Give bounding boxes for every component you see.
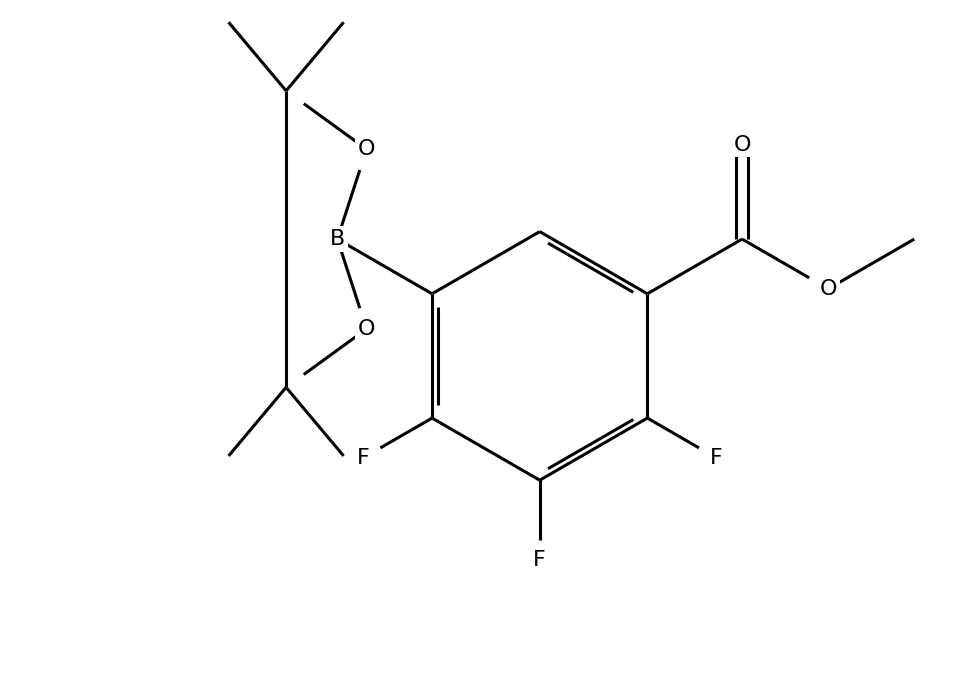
Text: O: O	[733, 134, 751, 155]
Text: F: F	[357, 448, 369, 468]
Text: F: F	[710, 448, 722, 468]
Text: O: O	[358, 139, 375, 159]
Text: O: O	[819, 279, 837, 299]
Text: O: O	[358, 319, 375, 339]
Text: B: B	[329, 229, 345, 249]
Text: F: F	[533, 550, 546, 569]
